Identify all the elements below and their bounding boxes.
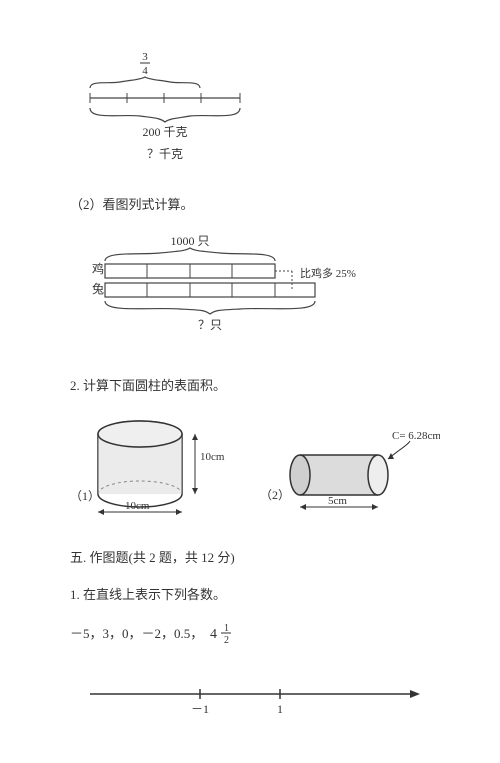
svg-text:1: 1 bbox=[224, 623, 229, 634]
diagram-chicken-rabbit: 1000 只 鸡 比鸡多 25% 兔 ？只 bbox=[70, 231, 440, 355]
svg-text:（2）: （2） bbox=[260, 488, 290, 502]
section-5-title-text: 五. 作图题(共 2 题，共 12 分) bbox=[70, 550, 235, 565]
mixed-number: 4 1 2 bbox=[207, 621, 235, 649]
diagram-bracket-weight: 3 4 200 千克 ？千克 bbox=[70, 50, 440, 174]
numbers-list: －5，3，0，－2，0.5， 4 1 2 bbox=[70, 621, 440, 649]
svg-text:10cm: 10cm bbox=[200, 451, 225, 463]
number-line: －1 1 bbox=[70, 679, 440, 723]
svg-text:4: 4 bbox=[142, 65, 148, 77]
svg-text:1000 只: 1000 只 bbox=[170, 234, 209, 248]
svg-text:－1: －1 bbox=[191, 702, 209, 716]
cylinders-row: 10cm 10cm （1） （2） C= 6.28cm bbox=[70, 412, 440, 522]
svg-text:5cm: 5cm bbox=[328, 495, 347, 507]
section-5-title: 五. 作图题(共 2 题，共 12 分) bbox=[70, 547, 440, 566]
prompt-cylinder: 2. 计算下面圆柱的表面积。 bbox=[70, 375, 440, 394]
numbers-list-text: －5，3，0，－2，0.5， bbox=[70, 626, 203, 641]
svg-text:2: 2 bbox=[224, 635, 229, 645]
svg-text:10cm: 10cm bbox=[125, 500, 150, 512]
svg-text:比鸡多 25%: 比鸡多 25% bbox=[300, 266, 356, 280]
svg-text:兔: 兔 bbox=[92, 281, 104, 296]
prompt-cylinder-text: 2. 计算下面圆柱的表面积。 bbox=[70, 378, 226, 393]
svg-text:4: 4 bbox=[210, 627, 217, 642]
prompt-2: （2）看图列式计算。 bbox=[70, 194, 440, 213]
drawing-prompt-text: 1. 在直线上表示下列各数。 bbox=[70, 587, 226, 602]
svg-text:鸡: 鸡 bbox=[92, 261, 104, 276]
drawing-prompt: 1. 在直线上表示下列各数。 bbox=[70, 584, 440, 603]
svg-text:C= 6.28cm: C= 6.28cm bbox=[392, 430, 440, 442]
svg-text:？千克: ？千克 bbox=[147, 147, 183, 161]
cylinder-2: （2） C= 6.28cm 5cm bbox=[260, 427, 440, 522]
prompt-2-text: （2）看图列式计算。 bbox=[70, 197, 194, 212]
cylinder-1: 10cm 10cm （1） bbox=[70, 412, 240, 522]
svg-text:3: 3 bbox=[142, 51, 148, 63]
svg-text:1: 1 bbox=[277, 702, 283, 716]
svg-text:？只: ？只 bbox=[198, 318, 222, 332]
svg-text:200 千克: 200 千克 bbox=[142, 125, 187, 139]
svg-text:（1）: （1） bbox=[70, 489, 100, 503]
